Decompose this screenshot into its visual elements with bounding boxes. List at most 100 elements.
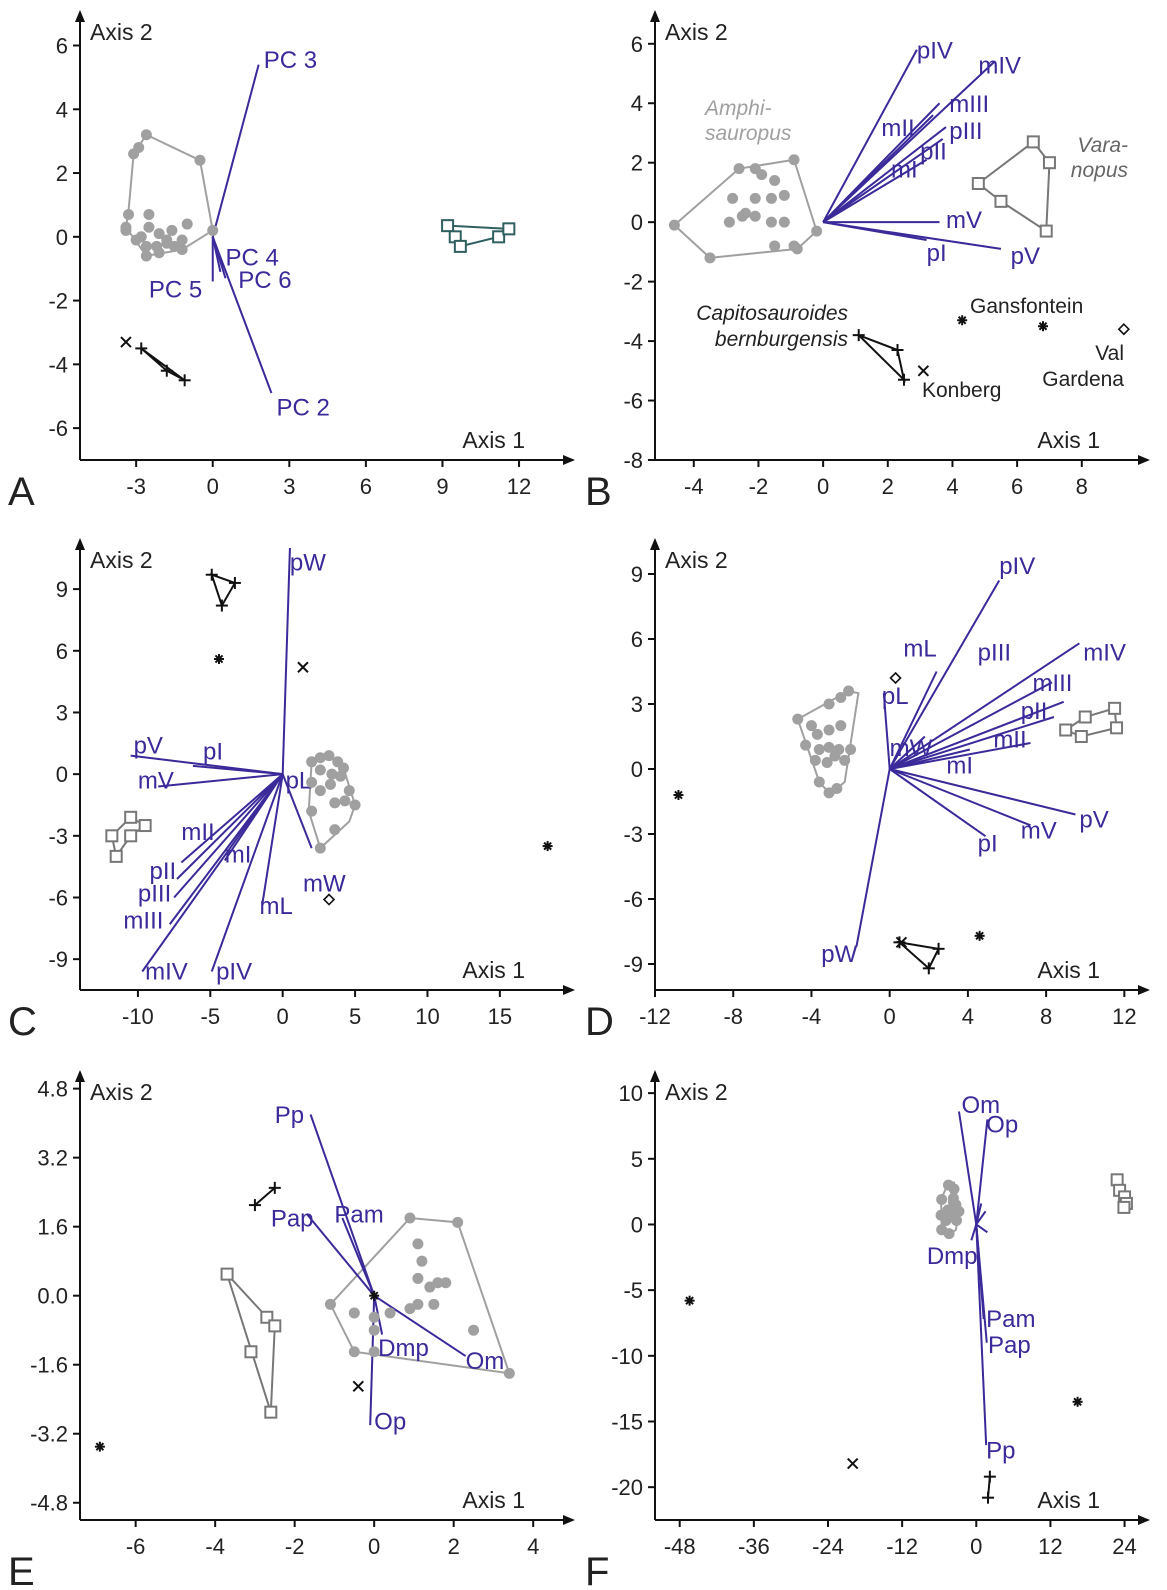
loading-vector-label: pI [203, 739, 223, 766]
amphisauropus-point [412, 1298, 424, 1310]
varanopus-point [492, 230, 506, 244]
loading-vector [211, 236, 273, 394]
x-tick-label: 2 [448, 1534, 460, 1559]
amphisauropus-point [452, 1216, 464, 1228]
varanopus-point [502, 222, 516, 236]
gansfontein-point [94, 1441, 105, 1452]
amphisauropus-point [936, 1194, 948, 1206]
y-tick-label: -1.6 [30, 1353, 68, 1378]
loading-vector-label: PC 4 [226, 245, 279, 272]
amphisauropus-point [207, 224, 219, 236]
amphisauropus-point [140, 250, 152, 262]
amphisauropus-point [306, 756, 318, 768]
loading-vector-label: mIII [1032, 670, 1072, 697]
capitosauroides-hull [857, 334, 906, 383]
konberg-point [846, 1457, 859, 1470]
varanopus-point [220, 1267, 234, 1281]
amphisauropus-point [404, 1212, 416, 1224]
loading-vector-label: PC 5 [149, 276, 202, 303]
amphisauropus-point [133, 142, 145, 154]
amphisauropus-point [835, 692, 847, 703]
x-tick-label: 6 [360, 474, 372, 499]
amphisauropus-point [306, 805, 318, 817]
loading-vector-label: Om [466, 1348, 505, 1375]
amphisauropus-point [749, 192, 761, 204]
x-tick-label: 6 [1011, 474, 1023, 499]
y-tick-label: 6 [631, 627, 643, 652]
amphisauropus-point [811, 225, 823, 237]
loading-vector-label: pIII [978, 640, 1011, 667]
loading-vector [855, 768, 891, 947]
x-tick-label: -36 [738, 1534, 770, 1559]
loading-vector-label: pII [1021, 698, 1048, 725]
amphisauropus-point [468, 1324, 480, 1336]
x-tick-label: -10 [122, 1004, 154, 1029]
x-tick-label: -48 [664, 1534, 696, 1559]
amphisauropus-point [306, 776, 318, 788]
amphisauropus-point [791, 243, 803, 255]
loading-vector-label: Dmp [927, 1243, 978, 1270]
varanopus-point [994, 194, 1008, 208]
loading-vector-label: pIV [999, 553, 1035, 580]
amphisauropus-point [123, 208, 134, 220]
amphisauropus-point [740, 207, 752, 219]
amphisauropus-point [428, 1298, 440, 1310]
y-tick-label: -9 [623, 952, 643, 977]
amphisauropus-point [181, 218, 193, 230]
loading-vector-label: mV [946, 207, 982, 234]
amphisauropus-point [723, 216, 735, 228]
loading-vector-label: pII [149, 858, 176, 885]
gansfontein-point [542, 841, 553, 852]
varanopus-point [1117, 1200, 1131, 1214]
capitosauroides-hull [140, 347, 186, 382]
amphisauropus-point [835, 720, 847, 732]
capitosauroides-point [215, 599, 228, 612]
y-tick-label: -5 [623, 1278, 643, 1303]
amphisauropus-point [823, 724, 835, 736]
x-tick-label: -8 [723, 1004, 743, 1029]
y-tick-label: 9 [56, 577, 68, 602]
y-tick-label: 0 [631, 757, 643, 782]
amphisauropus-point [839, 754, 851, 766]
capitosauroides-hull [896, 940, 941, 970]
x-tick-label: 10 [415, 1004, 439, 1029]
amphisauropus-point [368, 1311, 380, 1323]
y-tick-label: -6 [48, 885, 68, 910]
loading-vector [822, 158, 928, 224]
annotation-varanopus-1: Vara- [1077, 134, 1128, 157]
amphisauropus-point [778, 189, 790, 201]
varanopus-point [1110, 1173, 1124, 1187]
amphisauropus-point [140, 129, 152, 141]
loading-vector [180, 773, 284, 864]
x-axis-label: Axis 1 [462, 427, 525, 453]
konberg-point [352, 1380, 364, 1392]
varanopus-point [1074, 730, 1088, 743]
capitosauroides-point [135, 342, 148, 355]
loading-vector-label: pI [978, 830, 998, 857]
loading-vector-label: Pam [334, 1201, 383, 1228]
y-tick-label: -6 [623, 389, 643, 414]
gansfontein-point [673, 790, 684, 800]
y-tick-label: -6 [48, 416, 68, 441]
loading-vector-label: pL [882, 683, 909, 710]
loading-vector [889, 742, 1031, 770]
loading-vector [211, 236, 227, 279]
y-tick-label: 5 [631, 1147, 643, 1172]
amphisauropus-point [829, 750, 841, 762]
x-tick-label: 0 [277, 1004, 289, 1029]
y-tick-label: -2 [623, 270, 643, 295]
capitosauroides-point [248, 1199, 261, 1212]
x-tick-label: -4 [205, 1534, 225, 1559]
loading-vector-label: Pp [275, 1102, 304, 1129]
loading-vector [975, 1223, 988, 1234]
x-tick-label: -6 [126, 1534, 146, 1559]
loading-vector-label: Op [986, 1112, 1018, 1139]
konberg-point [917, 365, 930, 377]
annotation-amphisauropus-1: Amphi- [703, 97, 772, 120]
varanopus-point [105, 829, 119, 843]
amphisauropus-point [769, 240, 781, 252]
amphisauropus-point [314, 764, 326, 776]
loading-vector-label: pW [821, 941, 857, 968]
loading-vector-label: mL [260, 893, 293, 920]
x-tick-label: 9 [436, 474, 448, 499]
